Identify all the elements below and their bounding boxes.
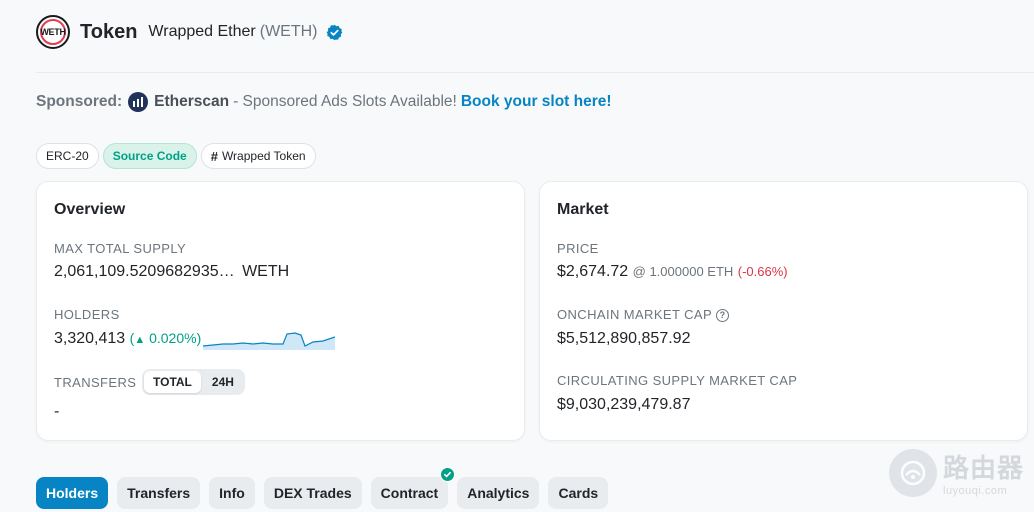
hash-icon: # [210, 148, 218, 164]
overview-card: Overview MAX TOTAL SUPPLY 2,061,109.5209… [36, 181, 525, 441]
price-value: $2,674.72 [557, 263, 629, 280]
max-supply-amount: 2,061,109.5209682935… [54, 263, 235, 280]
max-supply-label: MAX TOTAL SUPPLY [54, 241, 187, 256]
transfers-label: TRANSFERS [54, 375, 137, 390]
price-label: PRICE [557, 241, 599, 256]
tab-holders[interactable]: Holders [36, 477, 109, 509]
book-slot-link[interactable]: Book your slot here! [460, 93, 612, 110]
tab-contract[interactable]: Contract [370, 467, 456, 509]
onchain-mcap-value: $5,512,890,857.92 [557, 330, 691, 347]
question-circle-icon[interactable]: ? [716, 309, 730, 322]
sponsored-label: Sponsored: [36, 93, 123, 110]
watermark-cn: 路由器 [943, 453, 1025, 483]
tag-wrapped-token-label: Wrapped Token [221, 149, 306, 163]
price-row: $2,674.72 @ 1.000000 ETH (-0.66%) [557, 263, 788, 281]
market-card: Market PRICE $2,674.72 @ 1.000000 ETH (-… [539, 181, 1028, 441]
tag-source-code[interactable]: Source Code [102, 143, 197, 169]
holders-sparkline [203, 332, 335, 350]
onchain-mcap-label-row: ONCHAIN MARKET CAP? [557, 307, 730, 322]
overview-title: Overview [54, 201, 126, 218]
token-tags: ERC-20 Source Code # Wrapped Token [36, 143, 316, 169]
holders-label: HOLDERS [54, 307, 120, 322]
transfers-value: - [54, 403, 60, 420]
onchain-mcap-label: ONCHAIN MARKET CAP [557, 307, 713, 322]
token-name: Wrapped Ether [148, 23, 256, 40]
market-title: Market [557, 201, 609, 218]
tag-erc20[interactable]: ERC-20 [36, 143, 99, 169]
holders-change-value: 0.020% [149, 330, 197, 346]
max-supply-value: 2,061,109.5209682935… WETH [54, 263, 289, 281]
tab-contract-label: Contract [380, 485, 439, 501]
sponsor-brand: Etherscan [154, 93, 230, 110]
tab-transfers[interactable]: Transfers [117, 477, 201, 509]
tab-analytics[interactable]: Analytics [457, 477, 540, 509]
weth-logo-icon: WETH [36, 15, 70, 49]
logo-text: WETH [40, 27, 66, 37]
router-watermark-icon [889, 448, 937, 497]
token-tabs: Holders Transfers Info DEX Trades Contra… [36, 467, 609, 509]
tab-cards[interactable]: Cards [548, 477, 609, 509]
watermark: 路由器 luyouqi.com [889, 448, 1024, 497]
tab-dex-trades[interactable]: DEX Trades [263, 477, 362, 509]
price-change: (-0.66%) [737, 264, 788, 279]
sponsored-text: - Sponsored Ads Slots Available! [233, 93, 457, 110]
price-eth: @ 1.000000 ETH [632, 264, 734, 279]
holders-count: 3,320,413 [54, 330, 126, 347]
holders-change: (▲ 0.020%) [129, 330, 202, 346]
circ-mcap-value: $9,030,239,479.87 [557, 396, 691, 413]
max-supply-unit: WETH [242, 263, 290, 280]
caret-up-icon: ▲ [134, 334, 146, 346]
token-header: WETH Token Wrapped Ether (WETH) [36, 14, 343, 50]
transfers-24h-button[interactable]: 24H [211, 375, 234, 389]
sponsored-banner: Sponsored: Etherscan - Sponsored Ads Slo… [36, 90, 612, 114]
tag-wrapped-token[interactable]: # Wrapped Token [200, 143, 316, 169]
check-circle-icon [440, 467, 456, 482]
transfers-toggle: TOTAL 24H [142, 369, 245, 395]
etherscan-logo-icon [128, 92, 149, 112]
circ-mcap-label: CIRCULATING SUPPLY MARKET CAP [557, 373, 798, 388]
header-divider [36, 72, 1034, 73]
tab-info[interactable]: Info [209, 477, 255, 509]
holders-value: 3,320,413 (▲ 0.020%) [54, 330, 201, 348]
page-type: Token [80, 20, 138, 43]
watermark-en: luyouqi.com [943, 485, 1008, 497]
token-symbol: (WETH) [259, 23, 318, 40]
transfers-total-button[interactable]: TOTAL [144, 371, 201, 393]
verified-badge-icon [326, 24, 342, 40]
